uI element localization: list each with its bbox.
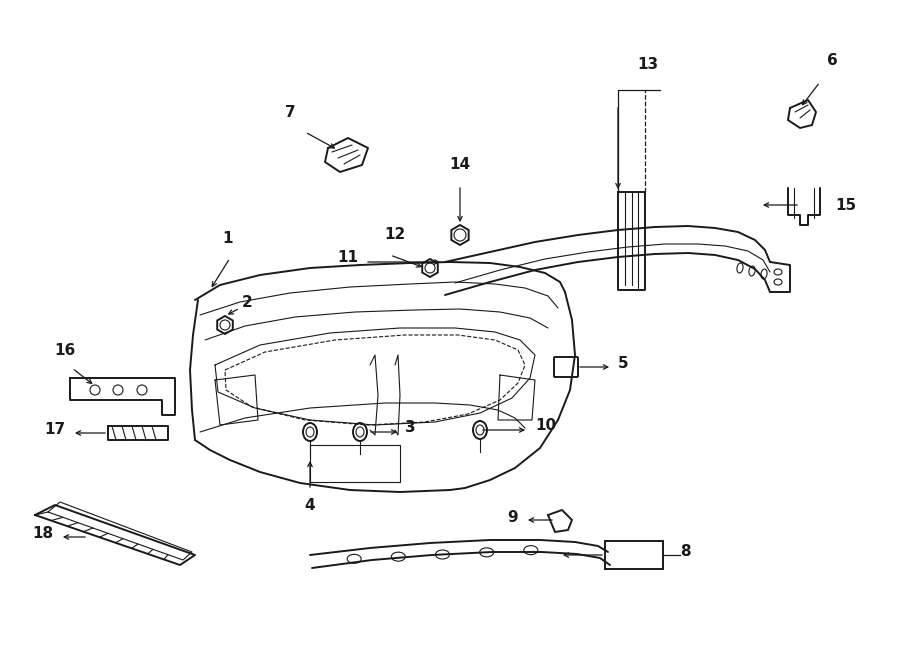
Text: 1: 1: [223, 231, 233, 246]
Text: 9: 9: [508, 510, 518, 524]
Text: 2: 2: [242, 295, 253, 310]
Bar: [605, 541, 663, 569]
Text: 12: 12: [384, 227, 406, 242]
Text: 10: 10: [535, 418, 556, 434]
Text: 18: 18: [32, 527, 53, 541]
Text: 6: 6: [826, 53, 837, 68]
Text: 7: 7: [284, 105, 295, 120]
Text: 17: 17: [44, 422, 65, 438]
Text: 15: 15: [835, 198, 856, 212]
Text: 8: 8: [680, 545, 690, 559]
Text: 4: 4: [305, 498, 315, 513]
Text: 16: 16: [54, 343, 76, 358]
Text: 14: 14: [449, 157, 471, 172]
Text: 3: 3: [405, 420, 416, 436]
Text: 11: 11: [337, 251, 358, 266]
Text: 5: 5: [618, 356, 628, 371]
Text: 13: 13: [637, 57, 659, 72]
